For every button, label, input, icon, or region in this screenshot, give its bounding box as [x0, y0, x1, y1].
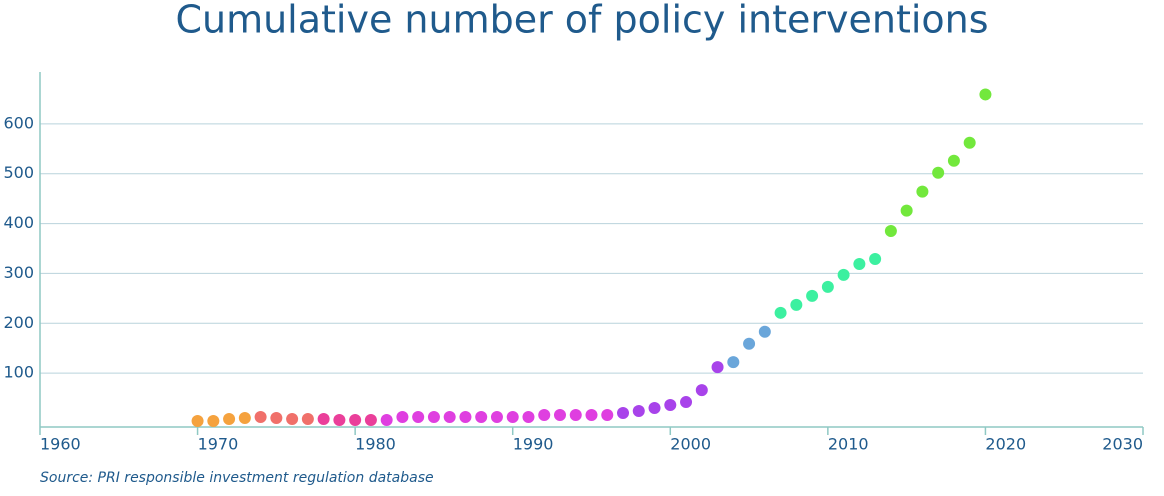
point — [758, 325, 771, 338]
point — [538, 409, 551, 422]
point — [932, 166, 945, 179]
point — [223, 413, 236, 426]
point — [648, 402, 661, 415]
point — [569, 409, 582, 422]
x-tick-label: 1980 — [355, 435, 396, 454]
point — [853, 257, 866, 270]
x-tick-label: 1970 — [198, 435, 239, 454]
point — [317, 413, 330, 426]
point — [837, 268, 850, 281]
x-tick-label: 1960 — [40, 435, 81, 454]
point — [522, 411, 535, 424]
point — [774, 306, 787, 319]
point — [364, 414, 377, 427]
point — [664, 399, 677, 412]
point — [695, 384, 708, 397]
source: Source: PRI responsible investment regul… — [40, 470, 434, 486]
point — [727, 356, 740, 369]
point — [349, 414, 362, 427]
point — [475, 411, 488, 424]
point — [585, 409, 598, 422]
point — [680, 396, 693, 409]
x-tick-label: 2020 — [985, 435, 1026, 454]
y-tick-label: 400 — [3, 213, 34, 232]
point — [821, 280, 834, 293]
point — [711, 361, 724, 374]
y-tick-label: 300 — [3, 263, 34, 282]
point — [900, 204, 913, 217]
point — [806, 289, 819, 302]
point — [380, 414, 393, 427]
point — [553, 409, 566, 422]
point — [254, 411, 267, 424]
y-tick-label: 200 — [3, 313, 34, 332]
y-tick-label: 500 — [3, 163, 34, 182]
point — [632, 405, 645, 418]
point — [301, 413, 314, 426]
point — [506, 411, 519, 424]
point — [207, 415, 220, 428]
point — [963, 136, 976, 149]
point — [979, 88, 992, 101]
point — [396, 411, 409, 424]
point — [191, 415, 204, 428]
point — [869, 252, 882, 265]
x-tick-label: 2010 — [828, 435, 869, 454]
point — [286, 413, 299, 426]
point — [790, 298, 803, 311]
point — [743, 337, 756, 350]
x-tick-label: 2030 — [1102, 435, 1143, 454]
point — [916, 185, 929, 198]
point — [947, 154, 960, 167]
point — [333, 414, 346, 427]
point — [617, 407, 630, 420]
x-tick-label: 2000 — [670, 435, 711, 454]
y-tick-label: 600 — [3, 113, 34, 132]
point — [459, 411, 472, 424]
chart-title: Cumulative number of policy intervention… — [175, 0, 988, 42]
y-tick-label: 100 — [3, 363, 34, 382]
point — [270, 412, 283, 425]
point — [427, 411, 440, 424]
point — [443, 411, 456, 424]
point — [490, 411, 503, 424]
point — [601, 409, 614, 422]
point — [412, 411, 425, 424]
point — [884, 225, 897, 238]
point — [238, 412, 251, 425]
x-tick-label: 1990 — [513, 435, 554, 454]
